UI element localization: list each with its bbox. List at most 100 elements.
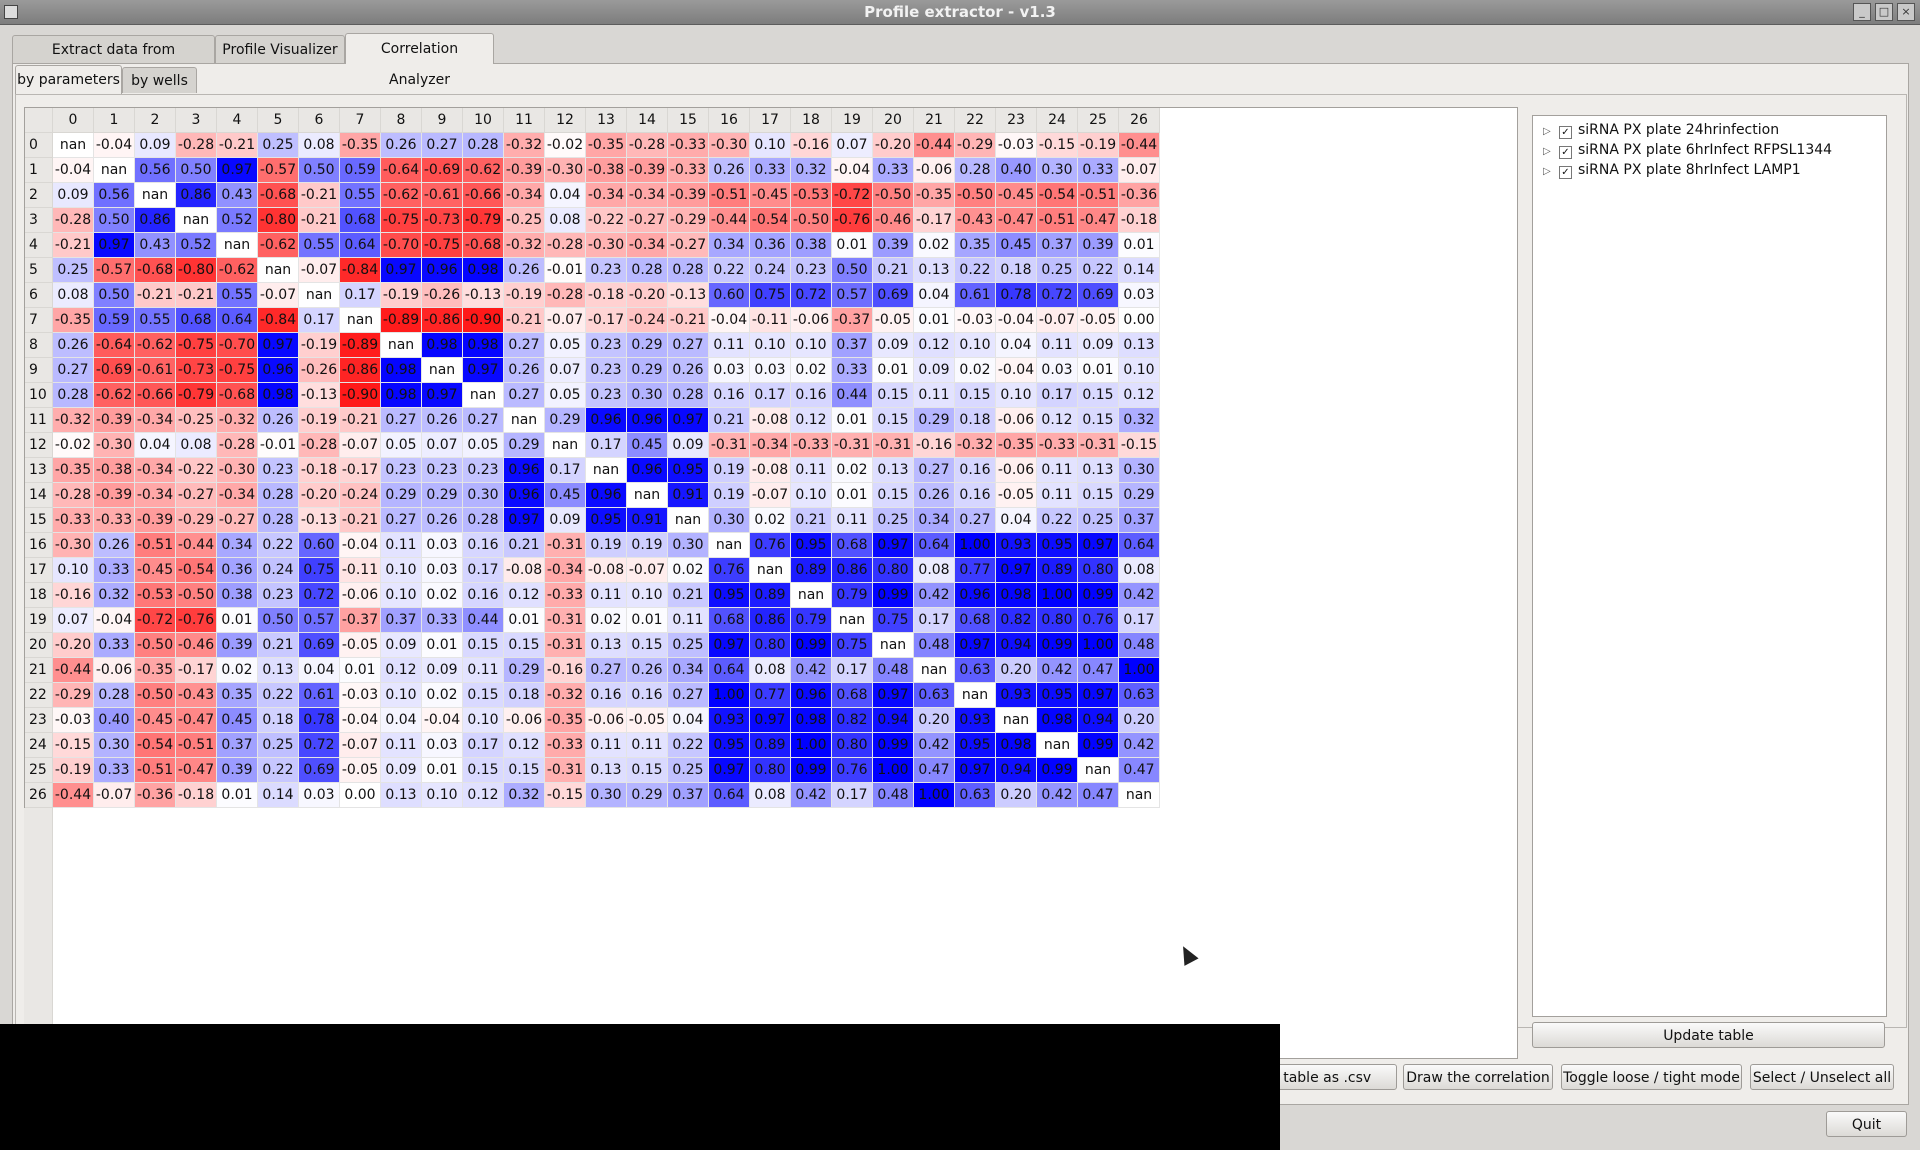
table-cell[interactable]: 0.22 [708, 257, 750, 283]
table-cell[interactable]: -0.11 [339, 557, 381, 583]
table-cell[interactable]: 0.13 [1077, 457, 1119, 483]
table-cell[interactable]: 0.11 [1036, 482, 1078, 508]
table-cell[interactable]: 0.95 [667, 457, 709, 483]
table-cell[interactable]: 0.11 [626, 732, 668, 758]
table-cell[interactable]: 0.45 [995, 232, 1037, 258]
table-cell[interactable]: 0.42 [1118, 732, 1160, 758]
table-cell[interactable]: 0.72 [298, 732, 340, 758]
row-header[interactable]: 4 [25, 232, 53, 258]
table-cell[interactable]: 0.68 [954, 607, 996, 633]
table-cell[interactable]: 0.64 [216, 307, 258, 333]
table-cell[interactable]: -0.69 [93, 357, 135, 383]
table-cell[interactable]: 0.15 [1077, 407, 1119, 433]
table-cell[interactable]: -0.57 [257, 157, 299, 183]
row-header[interactable]: 2 [25, 182, 53, 208]
table-cell[interactable]: 0.57 [831, 282, 873, 308]
table-cell[interactable]: 0.04 [995, 507, 1037, 533]
row-header[interactable]: 16 [25, 532, 53, 558]
table-cell[interactable]: 0.75 [831, 632, 873, 658]
table-cell[interactable]: 0.29 [503, 657, 545, 683]
table-cell[interactable]: -0.51 [134, 757, 176, 783]
table-cell[interactable]: -0.86 [339, 357, 381, 383]
table-cell[interactable]: -0.90 [462, 307, 504, 333]
table-cell[interactable]: 0.15 [872, 382, 914, 408]
plate-checkbox[interactable]: ✓ [1559, 146, 1572, 159]
table-cell[interactable]: 0.15 [462, 682, 504, 708]
table-cell[interactable]: -0.64 [93, 332, 135, 358]
table-cell[interactable]: 0.24 [749, 257, 791, 283]
table-cell[interactable]: -0.05 [872, 307, 914, 333]
table-cell[interactable]: -0.04 [421, 707, 463, 733]
table-cell[interactable]: -0.34 [626, 182, 668, 208]
table-cell[interactable]: 0.23 [585, 357, 627, 383]
update-table-button[interactable]: Update table [1532, 1022, 1885, 1048]
table-cell[interactable]: 0.17 [913, 607, 955, 633]
table-cell[interactable]: 0.50 [257, 607, 299, 633]
table-cell[interactable]: 0.03 [421, 532, 463, 558]
table-cell[interactable]: 0.99 [1077, 732, 1119, 758]
table-cell[interactable]: -0.04 [708, 307, 750, 333]
column-header[interactable]: 10 [462, 108, 504, 133]
table-cell[interactable]: 0.97 [1077, 532, 1119, 558]
column-header[interactable]: 3 [175, 108, 217, 133]
table-cell[interactable]: 0.33 [831, 357, 873, 383]
table-cell[interactable]: 0.37 [667, 782, 709, 808]
table-cell[interactable]: 0.69 [298, 632, 340, 658]
table-cell[interactable]: 0.35 [954, 232, 996, 258]
table-cell[interactable]: -0.36 [134, 782, 176, 808]
table-cell[interactable]: -0.33 [544, 732, 586, 758]
table-cell[interactable]: -0.21 [134, 282, 176, 308]
table-cell[interactable]: -0.28 [216, 432, 258, 458]
table-cell[interactable]: 0.37 [1036, 232, 1078, 258]
table-cell[interactable]: -0.19 [298, 407, 340, 433]
table-cell[interactable]: -0.07 [1036, 307, 1078, 333]
table-cell[interactable]: -0.53 [790, 182, 832, 208]
table-cell[interactable]: -0.29 [175, 507, 217, 533]
table-cell[interactable]: 0.42 [790, 657, 832, 683]
tab-correlation-analyzer[interactable]: Correlation Analyzer [345, 33, 494, 88]
table-cell[interactable]: -0.44 [52, 782, 94, 808]
table-cell[interactable]: 0.01 [1118, 232, 1160, 258]
table-cell[interactable]: -0.35 [52, 307, 94, 333]
table-cell[interactable]: -0.70 [380, 232, 422, 258]
table-cell[interactable]: -0.02 [544, 132, 586, 158]
table-cell[interactable]: 0.80 [1036, 607, 1078, 633]
table-cell[interactable]: 0.39 [216, 757, 258, 783]
table-cell[interactable]: 0.12 [1036, 407, 1078, 433]
table-cell[interactable]: 0.28 [954, 157, 996, 183]
table-cell[interactable]: 0.23 [421, 457, 463, 483]
table-cell[interactable]: -0.25 [503, 207, 545, 233]
table-cell[interactable]: -0.84 [339, 257, 381, 283]
table-cell[interactable]: 0.52 [216, 207, 258, 233]
table-cell[interactable]: -0.06 [790, 307, 832, 333]
table-cell[interactable]: -0.32 [503, 132, 545, 158]
table-cell[interactable]: -0.43 [954, 207, 996, 233]
table-cell[interactable]: -0.20 [298, 482, 340, 508]
table-cell[interactable]: -0.05 [1077, 307, 1119, 333]
table-cell[interactable]: 0.59 [93, 307, 135, 333]
table-cell[interactable]: 0.97 [995, 557, 1037, 583]
table-cell[interactable]: 0.02 [667, 557, 709, 583]
table-cell[interactable]: 0.99 [1077, 582, 1119, 608]
maximize-icon[interactable]: □ [1875, 3, 1893, 21]
table-cell[interactable]: 0.69 [872, 282, 914, 308]
table-cell[interactable]: 0.11 [913, 382, 955, 408]
table-cell[interactable]: nan [954, 682, 996, 708]
table-cell[interactable]: 0.15 [872, 407, 914, 433]
table-cell[interactable]: -0.70 [216, 332, 258, 358]
table-cell[interactable]: -0.19 [380, 282, 422, 308]
table-cell[interactable]: -0.22 [585, 207, 627, 233]
table-cell[interactable]: 0.80 [749, 757, 791, 783]
table-cell[interactable]: 0.33 [1077, 157, 1119, 183]
table-cell[interactable]: -0.66 [134, 382, 176, 408]
table-cell[interactable]: 0.25 [667, 757, 709, 783]
table-cell[interactable]: 0.98 [790, 707, 832, 733]
table-cell[interactable]: -0.19 [298, 332, 340, 358]
table-cell[interactable]: 0.11 [831, 507, 873, 533]
expand-arrow-icon[interactable]: ▷ [1543, 146, 1551, 157]
table-cell[interactable]: 0.37 [831, 332, 873, 358]
row-header[interactable]: 12 [25, 432, 53, 458]
table-cell[interactable]: -0.69 [421, 157, 463, 183]
table-cell[interactable]: 0.22 [1036, 507, 1078, 533]
table-cell[interactable]: 0.23 [462, 457, 504, 483]
